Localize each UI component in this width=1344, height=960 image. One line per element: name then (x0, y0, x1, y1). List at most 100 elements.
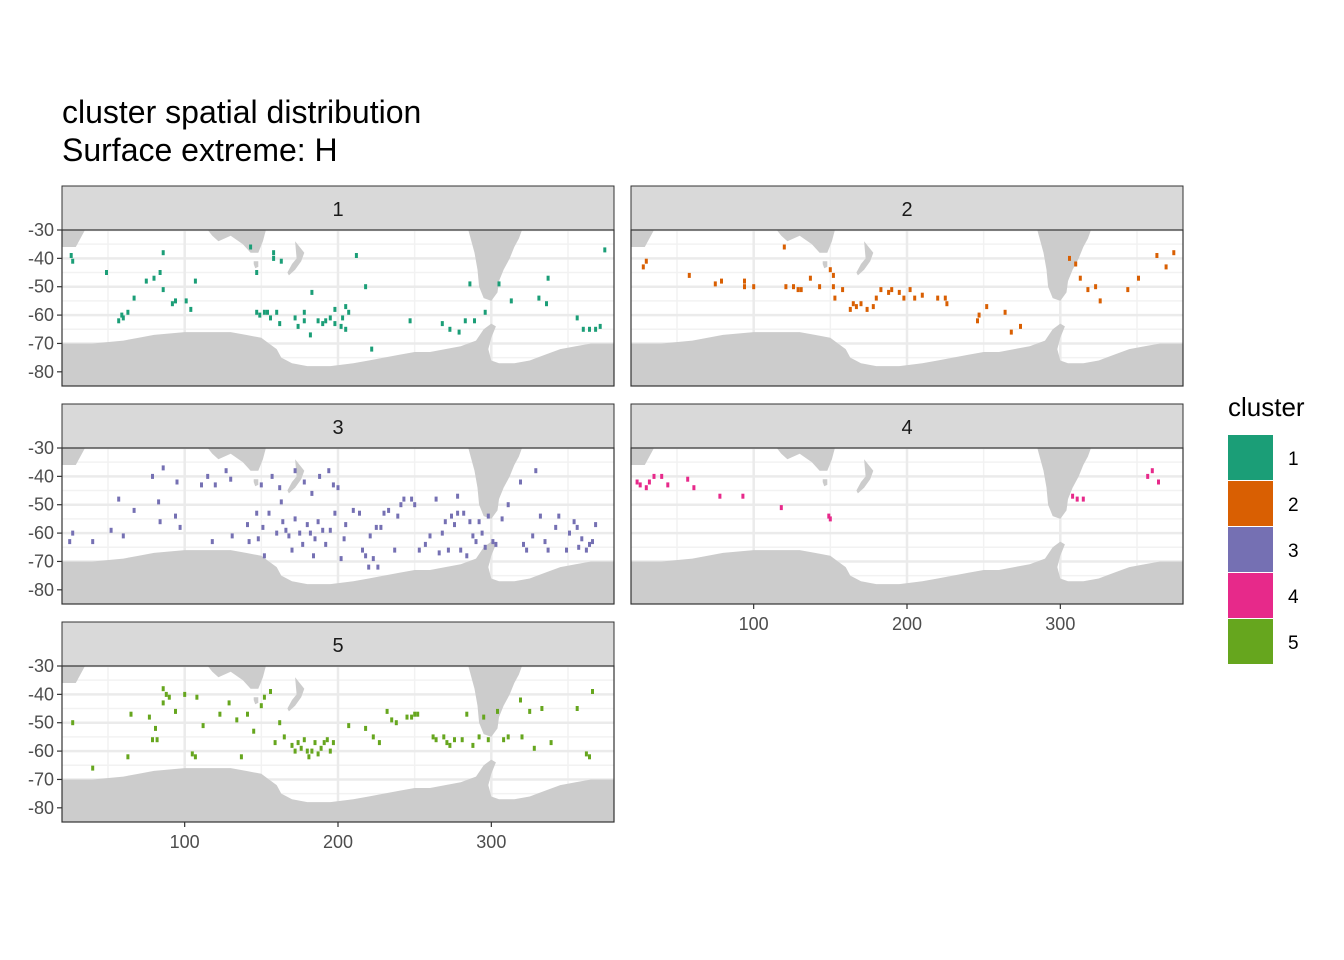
cluster-cell (581, 326, 585, 332)
cluster-cell (423, 541, 427, 547)
legend-label-4: 4 (1288, 587, 1299, 608)
cluster-cell (394, 720, 398, 726)
legend-label-2: 2 (1288, 495, 1299, 516)
cluster-cell (301, 541, 305, 547)
cluster-cell (246, 711, 249, 717)
cluster-cell (519, 479, 522, 485)
cluster-cell (321, 527, 325, 533)
cluster-cell (298, 530, 302, 536)
cluster-cell (644, 485, 648, 491)
cluster-cell (591, 689, 594, 694)
cluster-cell (174, 298, 177, 304)
cluster-cell (279, 499, 283, 505)
cluster-cell (831, 284, 835, 290)
cluster-cell (109, 527, 113, 533)
cluster-cell (718, 493, 722, 499)
cluster-cell (256, 536, 260, 542)
cluster-cell (281, 519, 285, 525)
cluster-cell (213, 482, 217, 488)
x-tick-label: 100 (170, 832, 200, 852)
cluster-cell (720, 278, 723, 284)
cluster-cell (531, 533, 535, 539)
cluster-cell (879, 287, 883, 293)
cluster-cell (120, 312, 124, 318)
cluster-cell (387, 507, 391, 513)
cluster-cell (841, 287, 845, 293)
cluster-cell (339, 323, 343, 329)
cluster-cell (976, 318, 979, 324)
cluster-cell (91, 539, 95, 545)
cluster-cell (477, 519, 481, 525)
cluster-cell (284, 527, 288, 533)
land-new-zealand (856, 459, 874, 494)
cluster-cell (1075, 496, 1079, 502)
cluster-cell (258, 312, 262, 318)
cluster-cell (1137, 275, 1140, 281)
cluster-cell (200, 482, 203, 488)
cluster-cell (417, 547, 421, 553)
cluster-cell (310, 748, 314, 754)
cluster-cell (167, 694, 171, 700)
cluster-cell (641, 264, 645, 270)
cluster-cell (687, 272, 691, 278)
cluster-cell (129, 711, 133, 717)
cluster-cell (920, 292, 924, 298)
cluster-cell (230, 533, 234, 539)
cluster-cell (743, 284, 746, 290)
cluster-cell (902, 295, 906, 301)
cluster-cell (543, 539, 547, 545)
cluster-cell (568, 530, 571, 536)
cluster-cell (151, 473, 154, 479)
cluster-cell (364, 284, 368, 290)
cluster-cell (666, 482, 670, 488)
facet-panel-1: 1 -30 -40 -50 -60 -70 -80 (28, 185, 615, 387)
cluster-cell (293, 315, 297, 321)
cluster-cell (782, 244, 786, 250)
cluster-cell (486, 737, 490, 743)
legend: cluster 1 2 3 4 5 (1228, 392, 1305, 664)
land-australia (207, 666, 266, 689)
cluster-cell (249, 244, 253, 250)
cluster-cell (371, 556, 375, 562)
cluster-cell (183, 691, 187, 697)
cluster-cell (158, 519, 162, 525)
cluster-cell (262, 694, 266, 700)
cluster-cell (310, 289, 314, 295)
cluster-cell (342, 536, 346, 542)
cluster-cell (324, 318, 328, 324)
cluster-cell (413, 502, 417, 508)
cluster-cell (459, 547, 463, 553)
cluster-cell (227, 700, 231, 706)
cluster-cell (312, 553, 315, 559)
cluster-cell (652, 473, 656, 479)
land-tasmania (253, 479, 259, 487)
cluster-cell (328, 315, 332, 321)
cluster-cell (520, 734, 524, 740)
y-tick-label: -80 (28, 580, 54, 600)
land-tasmania (822, 479, 828, 487)
cluster-cell (796, 287, 800, 293)
cluster-cell (91, 765, 95, 771)
facet-strip (61, 403, 615, 449)
cluster-cell (333, 510, 337, 516)
cluster-cell (808, 275, 812, 281)
cluster-cell (1126, 287, 1130, 293)
cluster-cell (390, 717, 394, 723)
cluster-cell (347, 723, 351, 729)
cluster-cell (506, 734, 510, 740)
cluster-cell (752, 284, 756, 290)
cluster-cell (474, 539, 478, 545)
cluster-cell (279, 258, 283, 264)
cluster-cell (743, 278, 746, 284)
facet-strip (630, 403, 1184, 449)
cluster-cell (399, 502, 403, 508)
cluster-cell (302, 318, 306, 324)
cluster-cell (161, 287, 165, 293)
cluster-cell (229, 476, 233, 482)
cluster-cell (259, 703, 263, 709)
cluster-cell (486, 513, 490, 519)
y-tick-label: -30 (28, 656, 54, 676)
cluster-cell (290, 742, 294, 748)
cluster-cell (331, 740, 335, 746)
cluster-cell (157, 499, 161, 505)
